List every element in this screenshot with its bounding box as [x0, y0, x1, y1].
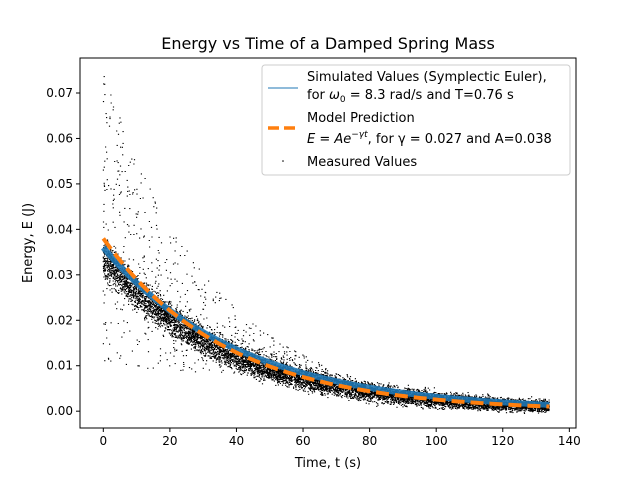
y-tick-label: 0.00 [46, 404, 73, 418]
x-tick-label: 60 [295, 434, 310, 448]
legend: Simulated Values (Symplectic Euler), for… [261, 64, 571, 176]
legend-model-label-line1: Model Prediction [307, 111, 415, 126]
x-tick-label: 0 [99, 434, 107, 448]
y-axis-label: Energy, E (J) [21, 203, 36, 283]
legend-simulated-suffix: = 8.3 rad/s and T=0.76 s [346, 88, 514, 103]
legend-model-label-line2: E = Ae−γt, for γ = 0.027 and A=0.038 [307, 130, 552, 147]
y-tick-label: 0.01 [46, 359, 73, 373]
legend-simulated-label-line2: for ω0 = 8.3 rad/s and T=0.76 s [307, 88, 514, 105]
legend-simulated-prefix: for [307, 88, 329, 103]
y-tick-label: 0.05 [46, 177, 73, 191]
y-tick-label: 0.03 [46, 268, 73, 282]
x-axis: 0 20 40 60 80 100 120 140 [99, 428, 581, 448]
x-axis-label: Time, t (s) [294, 456, 361, 471]
legend-model-suffix: , for γ = 0.027 and A=0.038 [368, 132, 552, 147]
y-tick-label: 0.06 [46, 131, 73, 145]
y-tick-label: 0.02 [46, 313, 73, 327]
model-prediction-line [101, 237, 550, 409]
y-axis: 0.00 0.01 0.02 0.03 0.04 0.05 0.06 0.07 [46, 86, 80, 418]
legend-measured-label: Measured Values [307, 155, 417, 170]
x-tick-label: 20 [162, 434, 177, 448]
legend-measured-marker [282, 160, 284, 162]
axes-frame [79, 57, 577, 429]
legend-simulated-omega: ω [329, 88, 340, 103]
legend-simulated-omega-sub: 0 [340, 95, 346, 105]
x-tick-label: 140 [558, 434, 581, 448]
x-tick-label: 40 [229, 434, 244, 448]
x-tick-label: 80 [362, 434, 377, 448]
y-tick-label: 0.04 [46, 222, 73, 236]
chart-title: Energy vs Time of a Damped Spring Mass [161, 34, 495, 53]
legend-model-exponent: −γt [351, 130, 368, 140]
legend-model-prefix: E = Ae [307, 132, 351, 147]
plot-area [79, 57, 577, 429]
x-tick-label: 120 [491, 434, 514, 448]
x-tick-label: 100 [425, 434, 448, 448]
legend-box [261, 64, 571, 176]
lines-layer [101, 237, 550, 409]
y-tick-label: 0.07 [46, 86, 73, 100]
legend-simulated-label-line1: Simulated Values (Symplectic Euler), [307, 70, 547, 85]
